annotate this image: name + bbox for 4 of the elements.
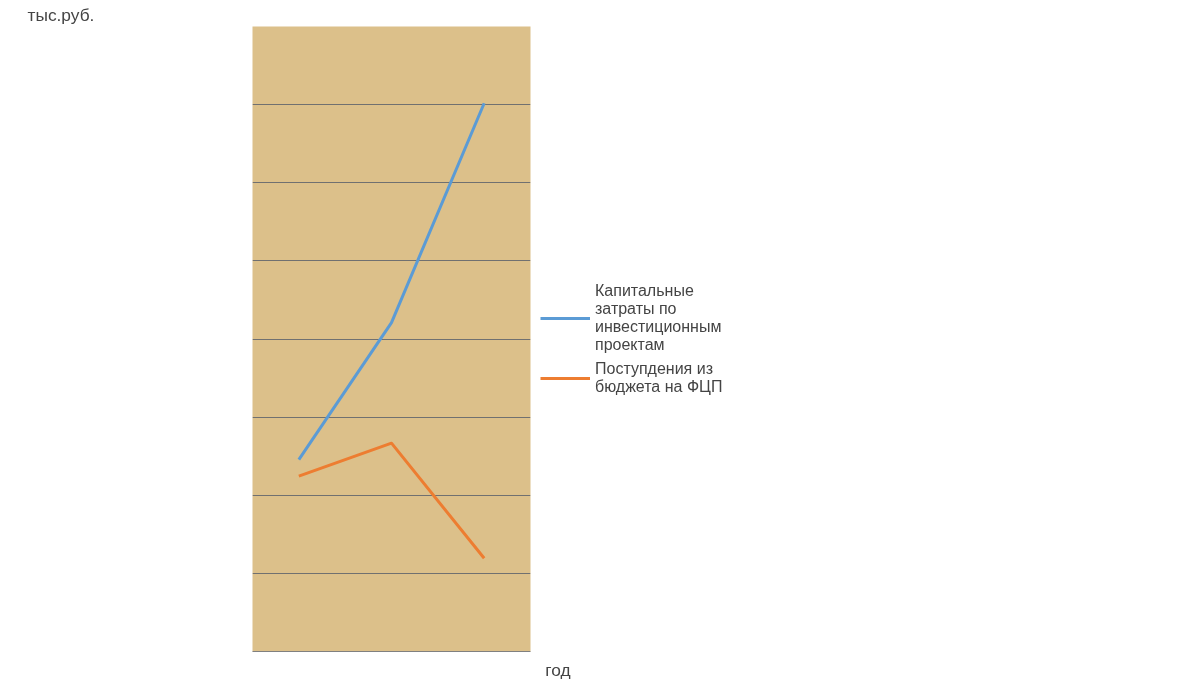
x-axis-title: год	[545, 659, 571, 680]
legend-label: Капитальные затраты по инвестиционным проектам	[595, 281, 722, 354]
text: тыс.руб.	[27, 4, 95, 25]
legend-label: Поступдения из бюджета на ФЦП	[595, 359, 723, 396]
